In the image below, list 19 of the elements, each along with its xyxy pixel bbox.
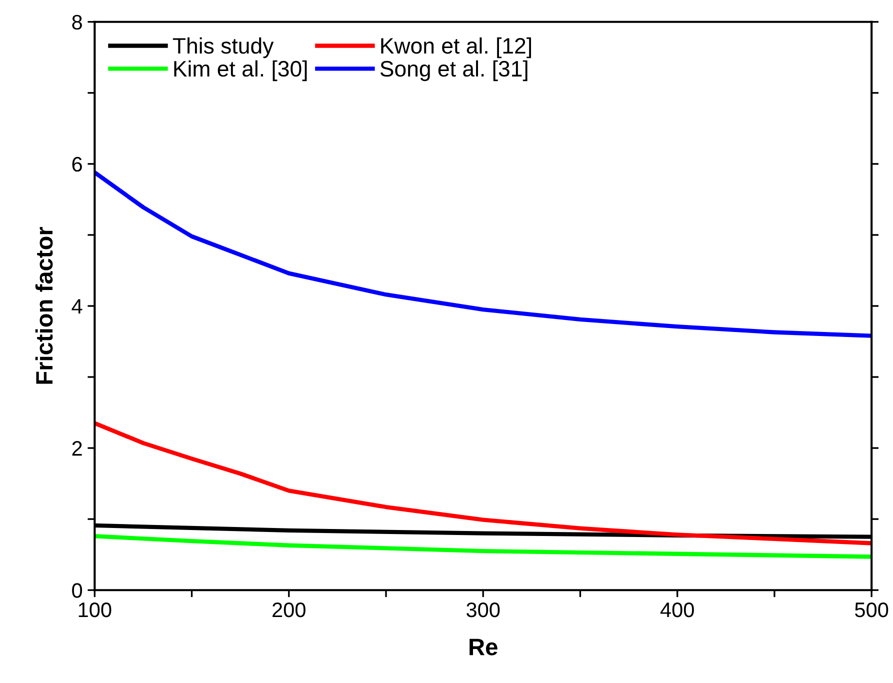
y-tick-label: 8: [72, 14, 82, 30]
y-tick-label: 4: [72, 299, 82, 314]
x-axis-title: Re: [470, 638, 498, 656]
line-series: [94, 170, 872, 338]
x-tick-label: 400: [660, 602, 694, 618]
y-tick-label: 6: [72, 156, 82, 172]
x-tick-label: 500: [855, 602, 888, 618]
x-tick-label: 300: [466, 602, 500, 618]
legend-label: Song et al. [31]: [380, 60, 528, 82]
y-tick-label: 2: [72, 441, 82, 456]
line-series: [94, 534, 872, 559]
y-axis-title: Friction factor: [35, 226, 53, 384]
line-series: [94, 421, 872, 546]
legend-label: Kim et al. [30]: [174, 60, 307, 82]
y-tick-label: 0: [72, 583, 82, 598]
legend-label: Kwon et al. [12]: [381, 37, 531, 58]
x-tick-label: 200: [272, 602, 306, 618]
legend-label: This study: [172, 37, 274, 58]
x-tick-label: 100: [78, 602, 112, 618]
